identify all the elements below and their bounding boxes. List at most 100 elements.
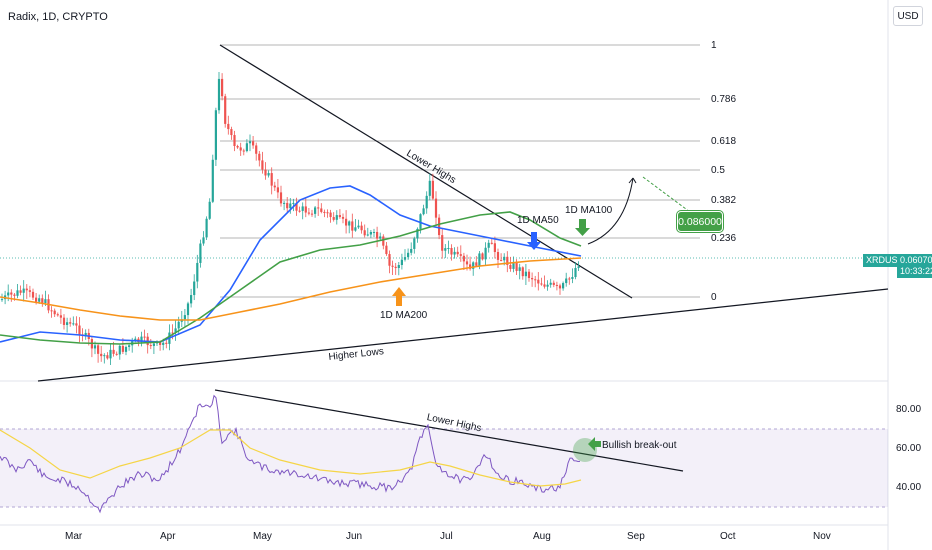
lower-highs-trendline: [219, 44, 633, 299]
candle-body: [338, 215, 341, 217]
fib-label-0786: 0.786: [711, 94, 737, 105]
candle-body: [431, 180, 434, 199]
candle-body: [574, 268, 577, 278]
x-tick-sep: Sep: [627, 531, 645, 542]
candle-body: [295, 202, 298, 211]
candle-body: [472, 262, 475, 269]
target-dashed-line: [642, 176, 691, 213]
candle-body: [400, 259, 403, 266]
candle-body: [279, 192, 283, 204]
candle-body: [258, 153, 261, 161]
candle-body: [453, 251, 456, 255]
candle-body: [193, 281, 196, 296]
candle-body: [382, 236, 385, 246]
candle-body: [351, 221, 354, 231]
candle-body: [84, 332, 87, 336]
candle-body: [183, 315, 186, 320]
candle-body: [487, 242, 490, 248]
candle-body: [428, 180, 431, 196]
candle-body: [118, 345, 121, 355]
candle-body: [292, 202, 295, 204]
candle-body: [248, 141, 252, 144]
candle-body: [317, 207, 320, 209]
candle-body: [376, 231, 379, 239]
candle-body: [407, 252, 410, 258]
candle-body: [444, 248, 447, 251]
ma50-arrow: [527, 232, 541, 250]
countdown-tag: 10:33:22: [897, 265, 932, 278]
candle-body: [354, 227, 357, 231]
candle-body: [503, 256, 506, 261]
candle-body: [217, 78, 221, 111]
candle-body: [22, 288, 25, 293]
ma50-line: [0, 185, 582, 343]
candle-body: [441, 235, 444, 251]
candle-body: [38, 298, 41, 302]
candle-body: [568, 278, 571, 280]
candle-body: [62, 317, 66, 325]
candle-body: [345, 218, 348, 226]
candle-body: [233, 135, 236, 147]
candle-body: [121, 345, 124, 352]
candle-body: [0, 299, 4, 301]
candle-body: [434, 198, 438, 218]
candle-body: [403, 257, 407, 260]
candle-body: [465, 261, 469, 265]
rsi-ma-line: [0, 429, 582, 487]
candle-body: [304, 206, 307, 213]
candle-body: [490, 242, 493, 244]
projection-arrowhead: [628, 177, 637, 184]
candle-body: [242, 150, 245, 152]
candle-body: [521, 267, 524, 277]
currency-button[interactable]: USD: [893, 6, 923, 26]
candles: [0, 72, 580, 365]
candle-body: [134, 338, 137, 342]
candle-body: [171, 332, 174, 334]
candle-body: [310, 213, 314, 215]
candle-body: [326, 212, 329, 214]
candle-body: [41, 298, 44, 304]
fib-label-0236: 0.236: [711, 233, 737, 244]
candle-body: [31, 291, 35, 298]
candle-body: [128, 345, 131, 347]
symbol-tag: XRDUSD: [863, 254, 908, 267]
candle-body: [239, 147, 242, 151]
fib-label-0382: 0.382: [711, 195, 737, 206]
candle-body: [149, 345, 152, 347]
candle-body: [255, 145, 258, 154]
candle-body: [273, 185, 276, 188]
candle-body: [69, 322, 72, 324]
candle-body: [301, 206, 304, 211]
candle-body: [469, 264, 472, 269]
candle-body: [493, 243, 496, 253]
candle-body: [267, 173, 270, 176]
candle-body: [506, 256, 509, 265]
candle-body: [478, 253, 481, 266]
x-tick-jul: Jul: [440, 531, 453, 542]
candle-body: [363, 230, 366, 236]
candle-body: [53, 310, 56, 315]
candle-body: [230, 129, 233, 136]
candle-body: [227, 123, 230, 130]
candle-body: [348, 221, 351, 226]
ma200-arrow: [392, 287, 406, 306]
candle-body: [252, 141, 255, 146]
candle-body: [422, 208, 425, 215]
candle-body: [555, 284, 558, 286]
x-tick-aug: Aug: [533, 531, 551, 542]
candle-body: [44, 299, 47, 304]
candle-body: [425, 195, 428, 209]
target-price-label: 0.086000: [677, 211, 723, 232]
candle-body: [103, 355, 106, 357]
candle-body: [549, 282, 552, 285]
last-price-tag: 0.060709: [897, 254, 932, 267]
candle-body: [93, 345, 97, 349]
candle-body: [447, 248, 450, 250]
candle-body: [205, 218, 208, 238]
candle-body: [97, 345, 100, 354]
x-tick-oct: Oct: [720, 531, 736, 542]
projection-curve: [587, 177, 634, 245]
candle-body: [276, 187, 279, 193]
